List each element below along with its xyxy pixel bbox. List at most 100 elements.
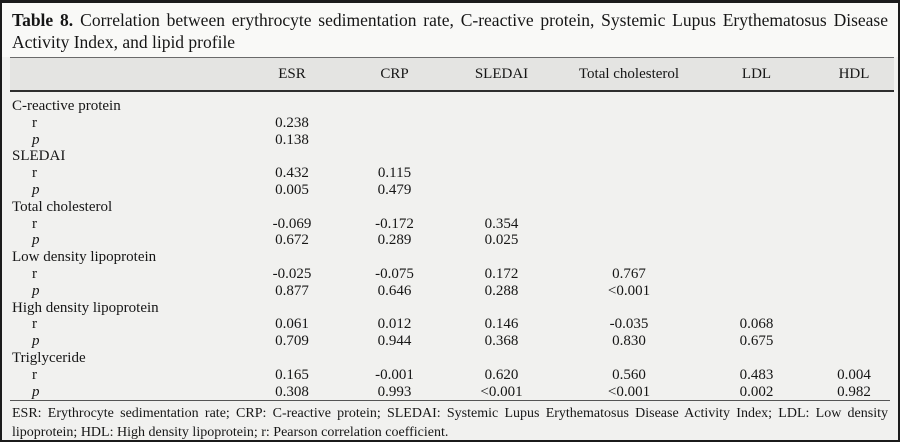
table-cell: 0.982 <box>837 383 871 400</box>
table-row-r: r 0.238 <box>10 115 894 132</box>
table-cell: 0.709 <box>275 333 309 350</box>
row-label-r: r <box>32 165 37 182</box>
table-cell <box>814 283 894 300</box>
table-cell: 0.675 <box>739 333 774 350</box>
table-cell: 0.672 <box>275 232 309 249</box>
table-cell: 0.068 <box>739 316 774 333</box>
table-cell <box>699 165 814 182</box>
table-cell <box>559 216 699 233</box>
table-cell: 0.025 <box>484 232 519 249</box>
table-header: ESR CRP SLEDAI Total cholesterol LDL HDL <box>10 57 894 92</box>
row-label-p: p <box>32 383 40 400</box>
table-row-p: p 0.138 <box>10 132 894 149</box>
table-cell: 0.479 <box>377 181 412 198</box>
table-cell <box>814 232 894 249</box>
row-label-p: p <box>32 131 40 148</box>
table-cell: 0.238 <box>275 114 309 131</box>
row-label-r: r <box>32 265 37 282</box>
table-cell: <0.001 <box>607 282 651 299</box>
table-cell: 0.830 <box>612 333 646 350</box>
group-label: SLEDAI <box>12 148 66 165</box>
table-cell <box>699 283 814 300</box>
table-cell: -0.069 <box>272 215 312 232</box>
table-cell: 0.620 <box>484 366 519 383</box>
table-cell: 0.368 <box>484 333 519 350</box>
table-cell <box>814 266 894 283</box>
table-cell: <0.001 <box>480 383 523 400</box>
table-cell <box>814 216 894 233</box>
table-cell <box>559 115 699 132</box>
table-cell <box>559 182 699 199</box>
table-title-text: Correlation between erythrocyte sediment… <box>12 10 888 52</box>
table-cell: 0.993 <box>377 383 412 400</box>
table-cell <box>444 132 559 149</box>
table-cell <box>699 132 814 149</box>
table-cell: -0.075 <box>375 265 414 282</box>
table-number: Table 8. <box>12 10 74 30</box>
group-row-triglyceride: Triglyceride <box>10 350 894 367</box>
group-label: High density lipoprotein <box>12 299 159 316</box>
table-cell: 0.877 <box>275 282 309 299</box>
table-cell: 0.432 <box>275 165 309 182</box>
table-cell: 0.308 <box>275 383 309 400</box>
table-cell: 0.560 <box>612 366 646 383</box>
row-label-r: r <box>32 366 37 383</box>
table-cell <box>814 115 894 132</box>
table-cell <box>814 132 894 149</box>
table-cell <box>699 232 814 249</box>
row-label-p: p <box>32 181 40 198</box>
row-label-p: p <box>32 333 40 350</box>
table-cell: 0.165 <box>275 366 309 383</box>
table-row-r: r 0.165 -0.001 0.620 0.560 0.483 0.004 <box>10 367 894 384</box>
table-cell: -0.025 <box>272 265 312 282</box>
table-cell <box>814 165 894 182</box>
row-label-p: p <box>32 282 40 299</box>
table-cell: 0.002 <box>739 383 774 400</box>
table-cell: -0.001 <box>375 366 414 383</box>
table-footnote: ESR: Erythrocyte sedimentation rate; CRP… <box>10 400 890 440</box>
group-row-total-cholesterol: Total cholesterol <box>10 199 894 216</box>
table-row-r: r 0.061 0.012 0.146 -0.035 0.068 <box>10 316 894 333</box>
table-cell <box>559 165 699 182</box>
table-cell <box>444 165 559 182</box>
table-cell: 0.138 <box>275 131 309 148</box>
table-cell: 0.944 <box>377 333 412 350</box>
table-cell <box>699 216 814 233</box>
table-cell: 0.646 <box>377 282 412 299</box>
header-hdl: HDL <box>814 57 894 92</box>
table-cell <box>345 132 444 149</box>
table-cell: 0.767 <box>612 265 646 282</box>
table-cell: 0.146 <box>484 316 519 333</box>
header-ldl: LDL <box>699 57 814 92</box>
table-cell <box>699 266 814 283</box>
table-row-r: r 0.432 0.115 <box>10 165 894 182</box>
table-cell: 0.115 <box>377 165 412 182</box>
table-cell: 0.004 <box>837 366 871 383</box>
table-wrap: ESR CRP SLEDAI Total cholesterol LDL HDL… <box>10 57 894 400</box>
table-row-p: p 0.005 0.479 <box>10 182 894 199</box>
header-sledai: SLEDAI <box>444 57 559 92</box>
table-cell <box>559 232 699 249</box>
table-cell: 0.005 <box>275 181 309 198</box>
group-row-crp: C-reactive protein <box>10 91 894 115</box>
header-esr: ESR <box>239 57 345 92</box>
row-label-p: p <box>32 232 40 249</box>
table-cell <box>444 182 559 199</box>
table-cell <box>814 316 894 333</box>
table-row-p: p 0.877 0.646 0.288 <0.001 <box>10 283 894 300</box>
table-caption: Table 8. Correlation between erythrocyte … <box>2 3 898 57</box>
table-cell <box>444 115 559 132</box>
table-cell: 0.172 <box>484 265 519 282</box>
header-crp: CRP <box>345 57 444 92</box>
table-cell: 0.012 <box>377 316 412 333</box>
group-row-ldl: Low density lipoprotein <box>10 249 894 266</box>
table-cell <box>345 115 444 132</box>
row-label-r: r <box>32 114 37 131</box>
table-cell <box>559 132 699 149</box>
table-cell: -0.035 <box>609 316 649 333</box>
table-cell: -0.172 <box>375 215 414 232</box>
table-cell <box>699 182 814 199</box>
table-body: C-reactive protein r 0.238 p 0.138 <box>10 91 894 400</box>
group-label: Triglyceride <box>12 349 86 366</box>
